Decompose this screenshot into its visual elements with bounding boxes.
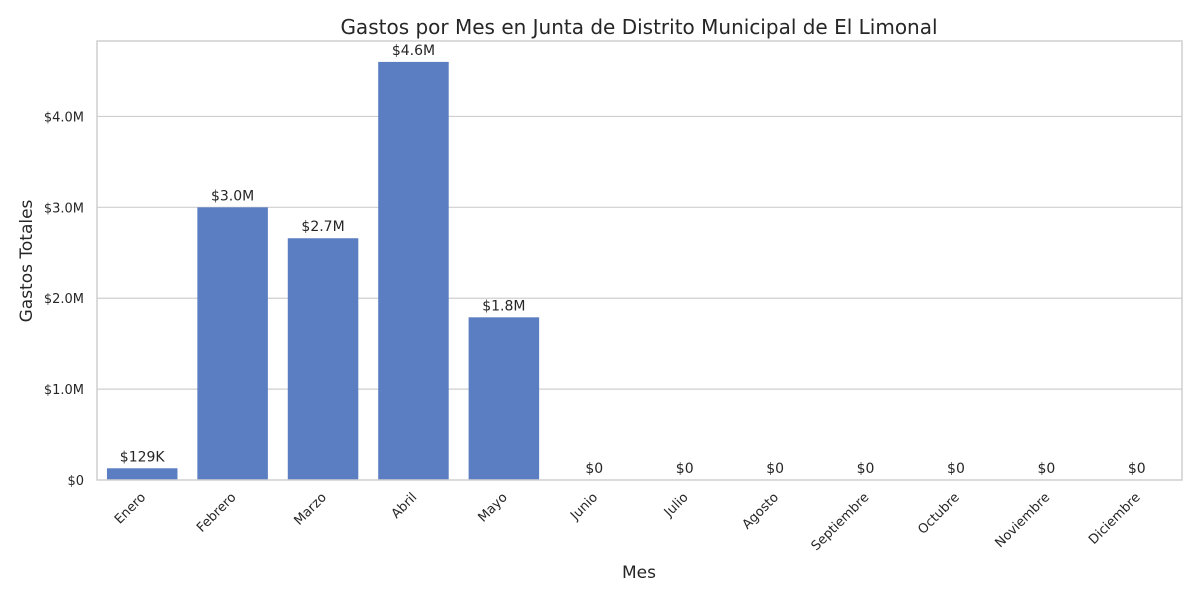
x-tick-label: Marzo bbox=[291, 490, 329, 528]
x-tick-label: Diciembre bbox=[1086, 490, 1144, 548]
y-tick-labels: $0 $1.0M $2.0M $3.0M $4.0M bbox=[44, 110, 84, 489]
x-tick-label: Enero bbox=[112, 490, 149, 527]
data-label: $0 bbox=[585, 461, 603, 477]
data-label: $0 bbox=[1037, 461, 1055, 477]
data-label: $4.6M bbox=[392, 43, 435, 59]
y-axis-label: Gastos Totales bbox=[17, 199, 37, 322]
plot-frame bbox=[96, 40, 1183, 481]
data-label: $0 bbox=[857, 461, 875, 477]
x-tick-label: Julio bbox=[661, 490, 692, 521]
data-label: $129K bbox=[120, 449, 166, 465]
x-tick-label: Octubre bbox=[915, 490, 962, 537]
bar bbox=[106, 468, 178, 480]
data-label: $3.0M bbox=[211, 188, 254, 204]
x-tick-label: Agosto bbox=[740, 490, 782, 532]
y-tick-label: $2.0M bbox=[44, 292, 84, 307]
y-tick-label: $1.0M bbox=[44, 383, 84, 398]
bar bbox=[378, 61, 449, 481]
x-tick-label: Mayo bbox=[475, 490, 510, 525]
bars bbox=[106, 61, 540, 481]
bar bbox=[197, 207, 268, 480]
data-label: $2.7M bbox=[301, 219, 344, 235]
data-label: $0 bbox=[676, 461, 694, 477]
chart-title: Gastos por Mes en Junta de Distrito Muni… bbox=[340, 15, 937, 39]
x-tick-label: Noviembre bbox=[992, 490, 1053, 551]
value-labels: $129K $3.0M $2.7M $4.6M $1.8M $0 $0 $0 $0 $0 $0 $0 bbox=[120, 43, 1146, 477]
data-label: $0 bbox=[1128, 461, 1146, 477]
x-tick-label: Septiembre bbox=[809, 490, 873, 554]
data-label: $0 bbox=[766, 461, 784, 477]
bar bbox=[468, 317, 540, 480]
x-tick-label: Junio bbox=[567, 490, 601, 524]
x-tick-label: Febrero bbox=[194, 490, 239, 535]
y-tick-label: $3.0M bbox=[44, 201, 84, 216]
x-tick-labels: Enero Febrero Marzo Abril Mayo Junio Julio Agos… bbox=[112, 490, 1144, 554]
y-tick-label: $4.0M bbox=[44, 110, 84, 125]
data-label: $0 bbox=[947, 461, 965, 477]
bar bbox=[287, 238, 359, 480]
x-axis-label: Mes bbox=[622, 563, 656, 583]
grid-lines bbox=[97, 115, 1182, 390]
data-label: $1.8M bbox=[482, 298, 525, 314]
x-tick-label: Abril bbox=[389, 490, 421, 522]
y-tick-label: $0 bbox=[67, 474, 84, 489]
